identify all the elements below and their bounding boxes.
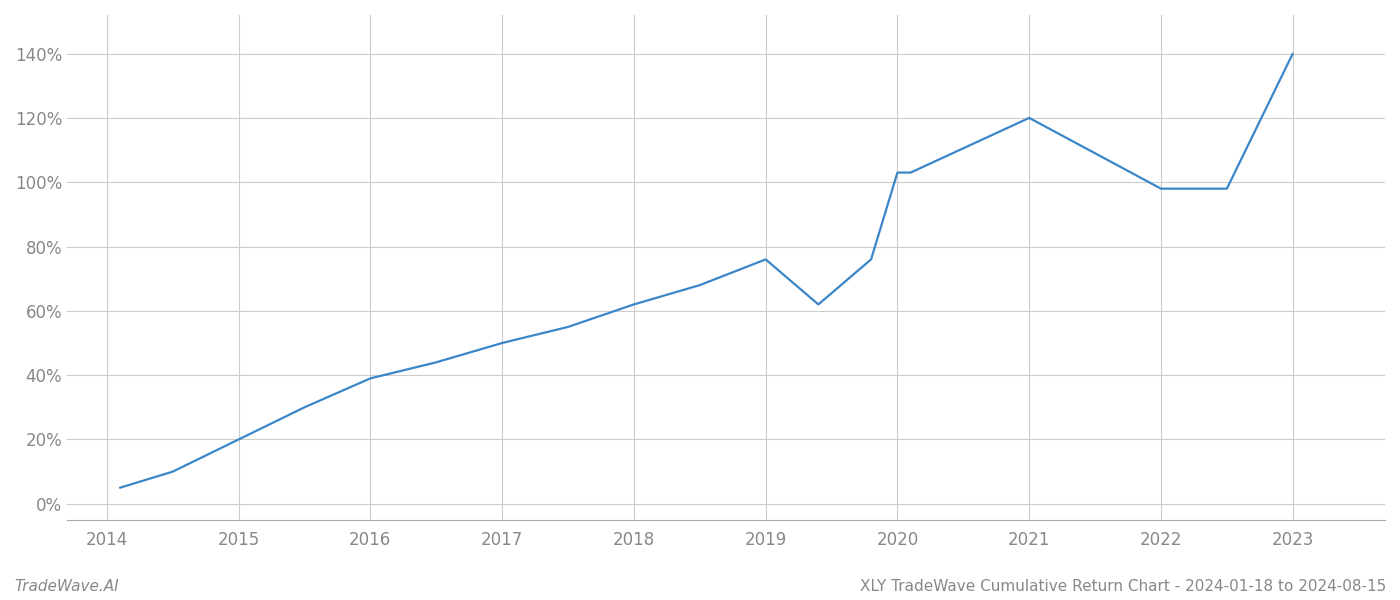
Text: TradeWave.AI: TradeWave.AI [14,579,119,594]
Text: XLY TradeWave Cumulative Return Chart - 2024-01-18 to 2024-08-15: XLY TradeWave Cumulative Return Chart - … [860,579,1386,594]
